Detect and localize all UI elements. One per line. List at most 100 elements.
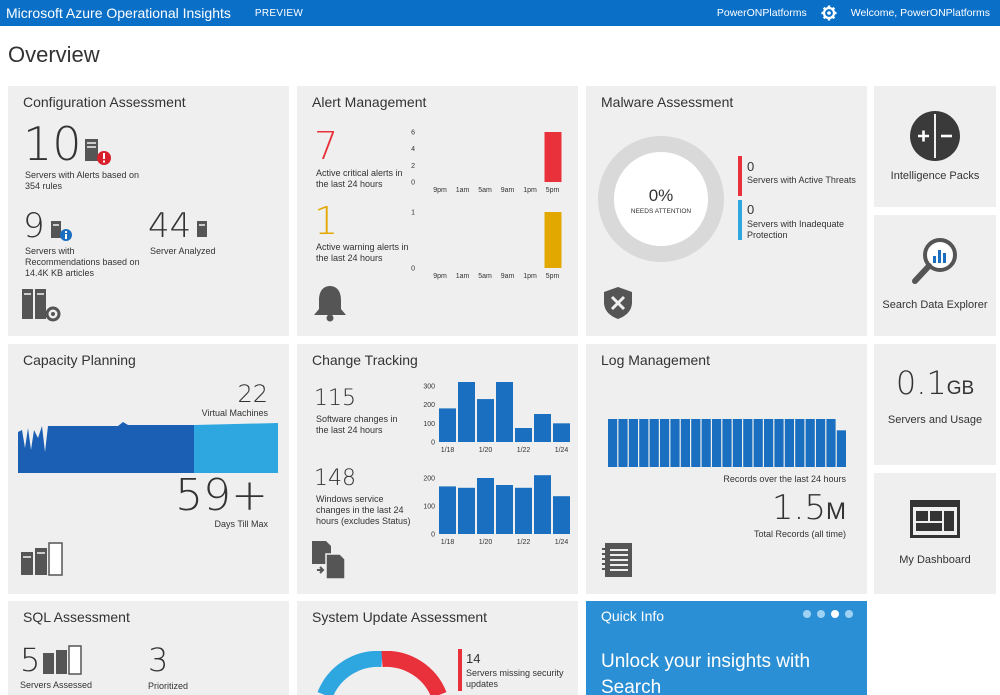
tile-title: System Update Assessment — [312, 609, 488, 625]
system-update-assessment-tile[interactable]: System Update Assessment 14 Servers miss… — [297, 601, 578, 695]
warning-alerts-chart: 1 0 9pm 1am 5am 9am 1pm 5pm — [411, 210, 562, 280]
server-info-icon — [51, 221, 72, 241]
intelligence-packs-tile[interactable]: Intelligence Packs — [874, 86, 996, 207]
configuration-assessment-tile[interactable]: Configuration Assessment 10 Servers with… — [8, 86, 289, 336]
analyzed-server-count: 44 — [148, 206, 192, 246]
usage-value: 0.1GB — [874, 364, 996, 402]
x-tick-label: 5pm — [546, 273, 560, 280]
carousel-dot-3[interactable] — [831, 610, 839, 618]
software-change-desc: Software changes in the last 24 hours — [316, 414, 398, 435]
tile-title: Configuration Assessment — [23, 94, 186, 110]
intelligence-packs-label: Intelligence Packs — [890, 170, 980, 182]
y-tick-label: 1 — [411, 210, 415, 217]
needs-attention-label: NEEDS ATTENTION — [630, 208, 692, 215]
quick-info-title: Quick Info — [601, 608, 665, 624]
gear-icon[interactable] — [821, 5, 837, 21]
server-alert-icon — [85, 139, 111, 165]
my-dashboard-tile[interactable]: My Dashboard — [874, 473, 996, 594]
x-tick-label: 1/24 — [555, 539, 569, 546]
total-records-number: 1.5 — [771, 488, 826, 528]
y-tick-label: 0 — [431, 440, 435, 447]
y-tick-label: 4 — [411, 146, 415, 153]
chart-bar — [805, 419, 815, 467]
search-data-explorer-label: Search Data Explorer — [882, 299, 988, 311]
critical-alerts-chart: 6 4 2 0 9pm 1am 5am 9am 1pm 5pm — [411, 130, 562, 194]
inadequate-indicator — [738, 200, 742, 240]
chart-bar — [795, 419, 805, 467]
chart-bar — [477, 478, 494, 534]
sql-prioritized-count: 3 — [148, 641, 169, 679]
top-bar: Microsoft Azure Operational Insights PRE… — [0, 0, 1000, 26]
chart-bar — [701, 419, 711, 467]
y-tick-label: 2 — [411, 163, 415, 170]
chart-bar — [544, 212, 562, 268]
x-tick-label: 1am — [456, 187, 470, 194]
welcome-text[interactable]: Welcome, PowerONPlatforms — [850, 7, 990, 19]
carousel-dot-2[interactable] — [817, 610, 825, 618]
total-records-unit: M — [826, 498, 846, 525]
chart-bar — [544, 132, 562, 182]
dashboard-icon — [910, 500, 960, 538]
log-management-tile[interactable]: Log Management Records over the last 24 … — [586, 344, 867, 594]
threat-count: 0 — [747, 159, 755, 174]
chart-bar — [836, 430, 846, 467]
alert-server-desc: Servers with Alerts based on 354 rules — [25, 170, 140, 191]
malware-percent: 0% — [648, 186, 674, 205]
y-tick-label: 200 — [423, 476, 435, 483]
missing-desc: Servers missing security updates — [466, 668, 564, 689]
chart-bar — [764, 419, 774, 467]
carousel-dot-1[interactable] — [803, 610, 811, 618]
page-title: Overview — [8, 42, 100, 67]
chart-bar — [816, 419, 826, 467]
sql-assessment-tile[interactable]: SQL Assessment 5 Servers Assessed 3 Prio… — [8, 601, 289, 695]
vm-count: 22 — [237, 380, 268, 408]
sql-prioritized-label: Prioritized — [148, 681, 189, 691]
workspace-name[interactable]: PowerONPlatforms — [716, 7, 807, 19]
days-till-max-value: 59+ — [175, 470, 268, 521]
servers-usage-tile[interactable]: 0.1GB Servers and Usage — [874, 344, 996, 465]
y-tick-label: 200 — [423, 402, 435, 409]
malware-assessment-tile[interactable]: Malware Assessment 0% NEEDS ATTENTION 0 … — [586, 86, 867, 336]
records-label: Records over the last 24 hours — [723, 474, 846, 484]
malware-donut — [598, 136, 724, 262]
chart-bar — [439, 486, 456, 534]
chart-bar — [458, 487, 475, 534]
x-tick-label: 1/18 — [441, 539, 455, 546]
change-tracking-tile[interactable]: Change Tracking 115 Software changes in … — [297, 344, 578, 594]
servers-stack-icon — [21, 542, 63, 576]
x-tick-label: 1am — [456, 273, 470, 280]
y-tick-label: 0 — [411, 266, 415, 273]
x-tick-label: 9pm — [433, 187, 447, 194]
chart-bar — [732, 419, 742, 467]
total-records-label: Total Records (all time) — [753, 529, 846, 539]
software-changes-chart: 300 200 100 0 1/18 1/20 1/22 1/24 — [423, 382, 570, 454]
warning-alert-desc: Active warning alerts in the last 24 hou… — [316, 242, 409, 263]
x-tick-label: 5am — [478, 273, 492, 280]
carousel-dot-4[interactable] — [845, 610, 853, 618]
y-tick-label: 0 — [411, 180, 415, 187]
chart-bar — [753, 419, 763, 467]
tile-title: SQL Assessment — [23, 609, 130, 625]
x-tick-label: 1pm — [523, 273, 537, 280]
chart-bar — [553, 423, 570, 442]
chart-bar — [774, 419, 784, 467]
analyzed-server-desc: Server Analyzed — [150, 246, 216, 256]
capacity-planning-tile[interactable]: Capacity Planning 22 Virtual Machines 59… — [8, 344, 289, 594]
tile-title: Alert Management — [312, 94, 427, 110]
alert-management-tile[interactable]: Alert Management 7 Active critical alert… — [297, 86, 578, 336]
software-change-count: 115 — [314, 386, 356, 411]
quick-info-tile[interactable]: Quick Info Unlock your insights with Sea… — [586, 601, 867, 695]
threat-desc: Servers with Active Threats — [747, 175, 856, 185]
top-bar-right: PowerONPlatforms Welcome, PowerONPlatfor… — [717, 0, 990, 26]
chart-bar — [439, 408, 456, 442]
sql-servers-icon — [43, 645, 82, 675]
y-tick-label: 0 — [431, 532, 435, 539]
vm-label: Virtual Machines — [201, 408, 268, 418]
inadequate-count: 0 — [747, 202, 755, 217]
search-data-explorer-tile[interactable]: Search Data Explorer — [874, 215, 996, 336]
chart-bar — [553, 496, 570, 534]
app-title[interactable]: Microsoft Azure Operational Insights — [6, 5, 231, 21]
documents-compare-icon — [312, 541, 346, 580]
chart-bar — [515, 428, 532, 442]
chart-bar — [784, 419, 794, 467]
